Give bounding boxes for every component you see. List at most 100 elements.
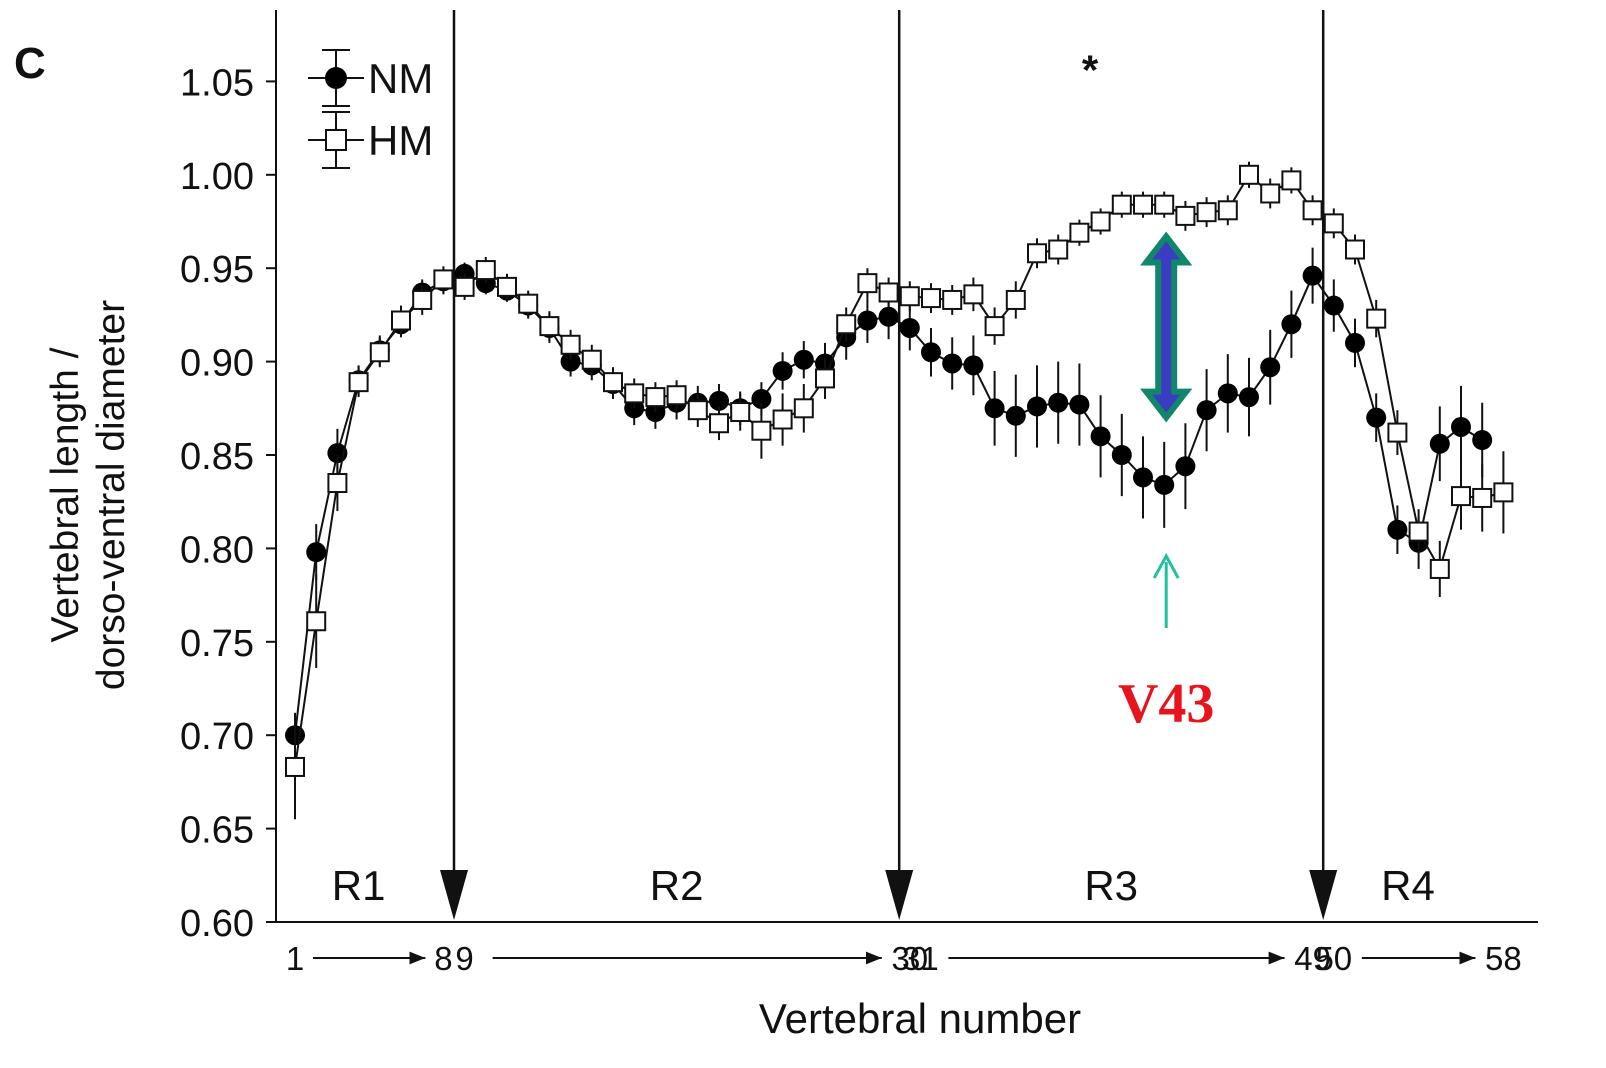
series-line <box>294 272 1483 736</box>
data-point <box>560 334 581 355</box>
data-point <box>730 402 751 423</box>
data-point <box>878 282 899 303</box>
legend-label: NM <box>368 55 433 102</box>
data-point <box>921 288 941 309</box>
data-point <box>306 542 327 563</box>
data-point <box>963 284 984 305</box>
data-point <box>751 388 772 409</box>
data-point <box>454 276 475 297</box>
data-point <box>751 420 772 441</box>
data-point <box>1493 482 1514 503</box>
data-point <box>1366 308 1387 329</box>
v43-pointer-arrow <box>1152 552 1180 628</box>
region-label: R3 <box>1084 862 1138 909</box>
series-line <box>294 173 1504 768</box>
region-boundary-arrowhead <box>1309 870 1338 920</box>
data-point <box>1090 426 1111 447</box>
pointer-head <box>1152 552 1180 579</box>
x-tick-label: 49 <box>1294 940 1331 977</box>
x-tick-label: 30 <box>891 940 928 977</box>
data-point <box>984 316 1005 337</box>
data-point <box>899 317 920 338</box>
data-point <box>412 289 433 310</box>
data-point <box>963 355 984 376</box>
data-point <box>1027 243 1047 264</box>
data-point <box>1154 194 1175 215</box>
data-point <box>1260 357 1281 378</box>
data-point <box>942 289 963 310</box>
data-point <box>624 383 645 404</box>
data-point <box>369 342 390 363</box>
series-layer <box>285 161 1514 820</box>
x-tick-label: 50 <box>1315 940 1352 977</box>
data-point <box>984 398 1005 419</box>
legend-marker <box>325 67 347 89</box>
data-point <box>475 260 496 281</box>
data-point <box>1387 519 1408 540</box>
data-point <box>581 349 602 370</box>
data-point <box>1217 383 1238 404</box>
data-point <box>1111 445 1132 465</box>
data-point <box>857 273 878 294</box>
data-point <box>1451 416 1471 437</box>
data-point <box>1472 430 1493 451</box>
data-point <box>857 310 878 331</box>
data-point <box>603 372 623 393</box>
data-point <box>1069 394 1090 415</box>
data-point <box>899 286 920 307</box>
region-boundary-arrowhead <box>440 870 468 920</box>
series-hm <box>285 161 1514 820</box>
axes <box>266 10 1538 923</box>
data-point <box>1133 467 1153 488</box>
y-tick-labels: 0.60 0.65 0.70 0.75 0.80 0.85 0.90 0.95 1.00 1.05 <box>180 62 254 945</box>
data-point <box>772 409 793 430</box>
data-point <box>878 306 899 327</box>
region-boundaries <box>440 10 1338 920</box>
data-point <box>772 360 793 381</box>
y-tick-label: 0.90 <box>180 343 254 385</box>
data-point <box>1196 400 1217 421</box>
data-point <box>1090 211 1111 232</box>
data-point <box>348 372 369 393</box>
data-point <box>1239 387 1259 408</box>
y-tick-label: 1.05 <box>180 62 254 104</box>
data-point <box>1323 213 1344 234</box>
data-point <box>1472 487 1493 508</box>
data-point <box>1154 474 1175 495</box>
y-axis-label-line1: Vertebral length / <box>44 347 87 642</box>
region-boundary-arrowhead <box>885 870 914 920</box>
data-point <box>1048 392 1069 413</box>
y-tick-label: 0.65 <box>180 810 254 852</box>
v43-annotation: V43 <box>1118 231 1214 735</box>
data-point <box>1429 433 1450 454</box>
series-nm <box>285 247 1493 758</box>
data-point <box>327 473 348 494</box>
data-point <box>793 398 814 419</box>
x-axis-label: Vertebral number <box>759 995 1081 1042</box>
data-point <box>942 353 963 374</box>
y-tick-label: 1.00 <box>180 156 254 198</box>
data-point <box>1175 456 1196 477</box>
x-tick-label: 31 <box>902 940 939 977</box>
data-point <box>1302 265 1323 286</box>
data-point <box>433 269 454 290</box>
data-point <box>1175 205 1196 226</box>
data-point <box>1323 295 1344 316</box>
data-point <box>1281 314 1302 335</box>
data-point <box>836 314 857 335</box>
data-point <box>1005 289 1026 310</box>
data-point <box>1111 194 1132 215</box>
x-tick-label: 8 <box>434 940 452 977</box>
double-headed-arrow <box>1140 231 1193 423</box>
data-point <box>1196 202 1217 223</box>
x-tick-label: 9 <box>455 940 473 977</box>
data-point <box>1239 164 1259 185</box>
data-point <box>666 385 687 406</box>
significance-marker: * <box>1082 47 1099 94</box>
region-label: R4 <box>1381 862 1435 909</box>
data-point <box>1069 222 1090 243</box>
data-point <box>1027 396 1047 417</box>
data-point <box>1366 407 1387 428</box>
y-tick-label: 0.70 <box>180 716 254 758</box>
